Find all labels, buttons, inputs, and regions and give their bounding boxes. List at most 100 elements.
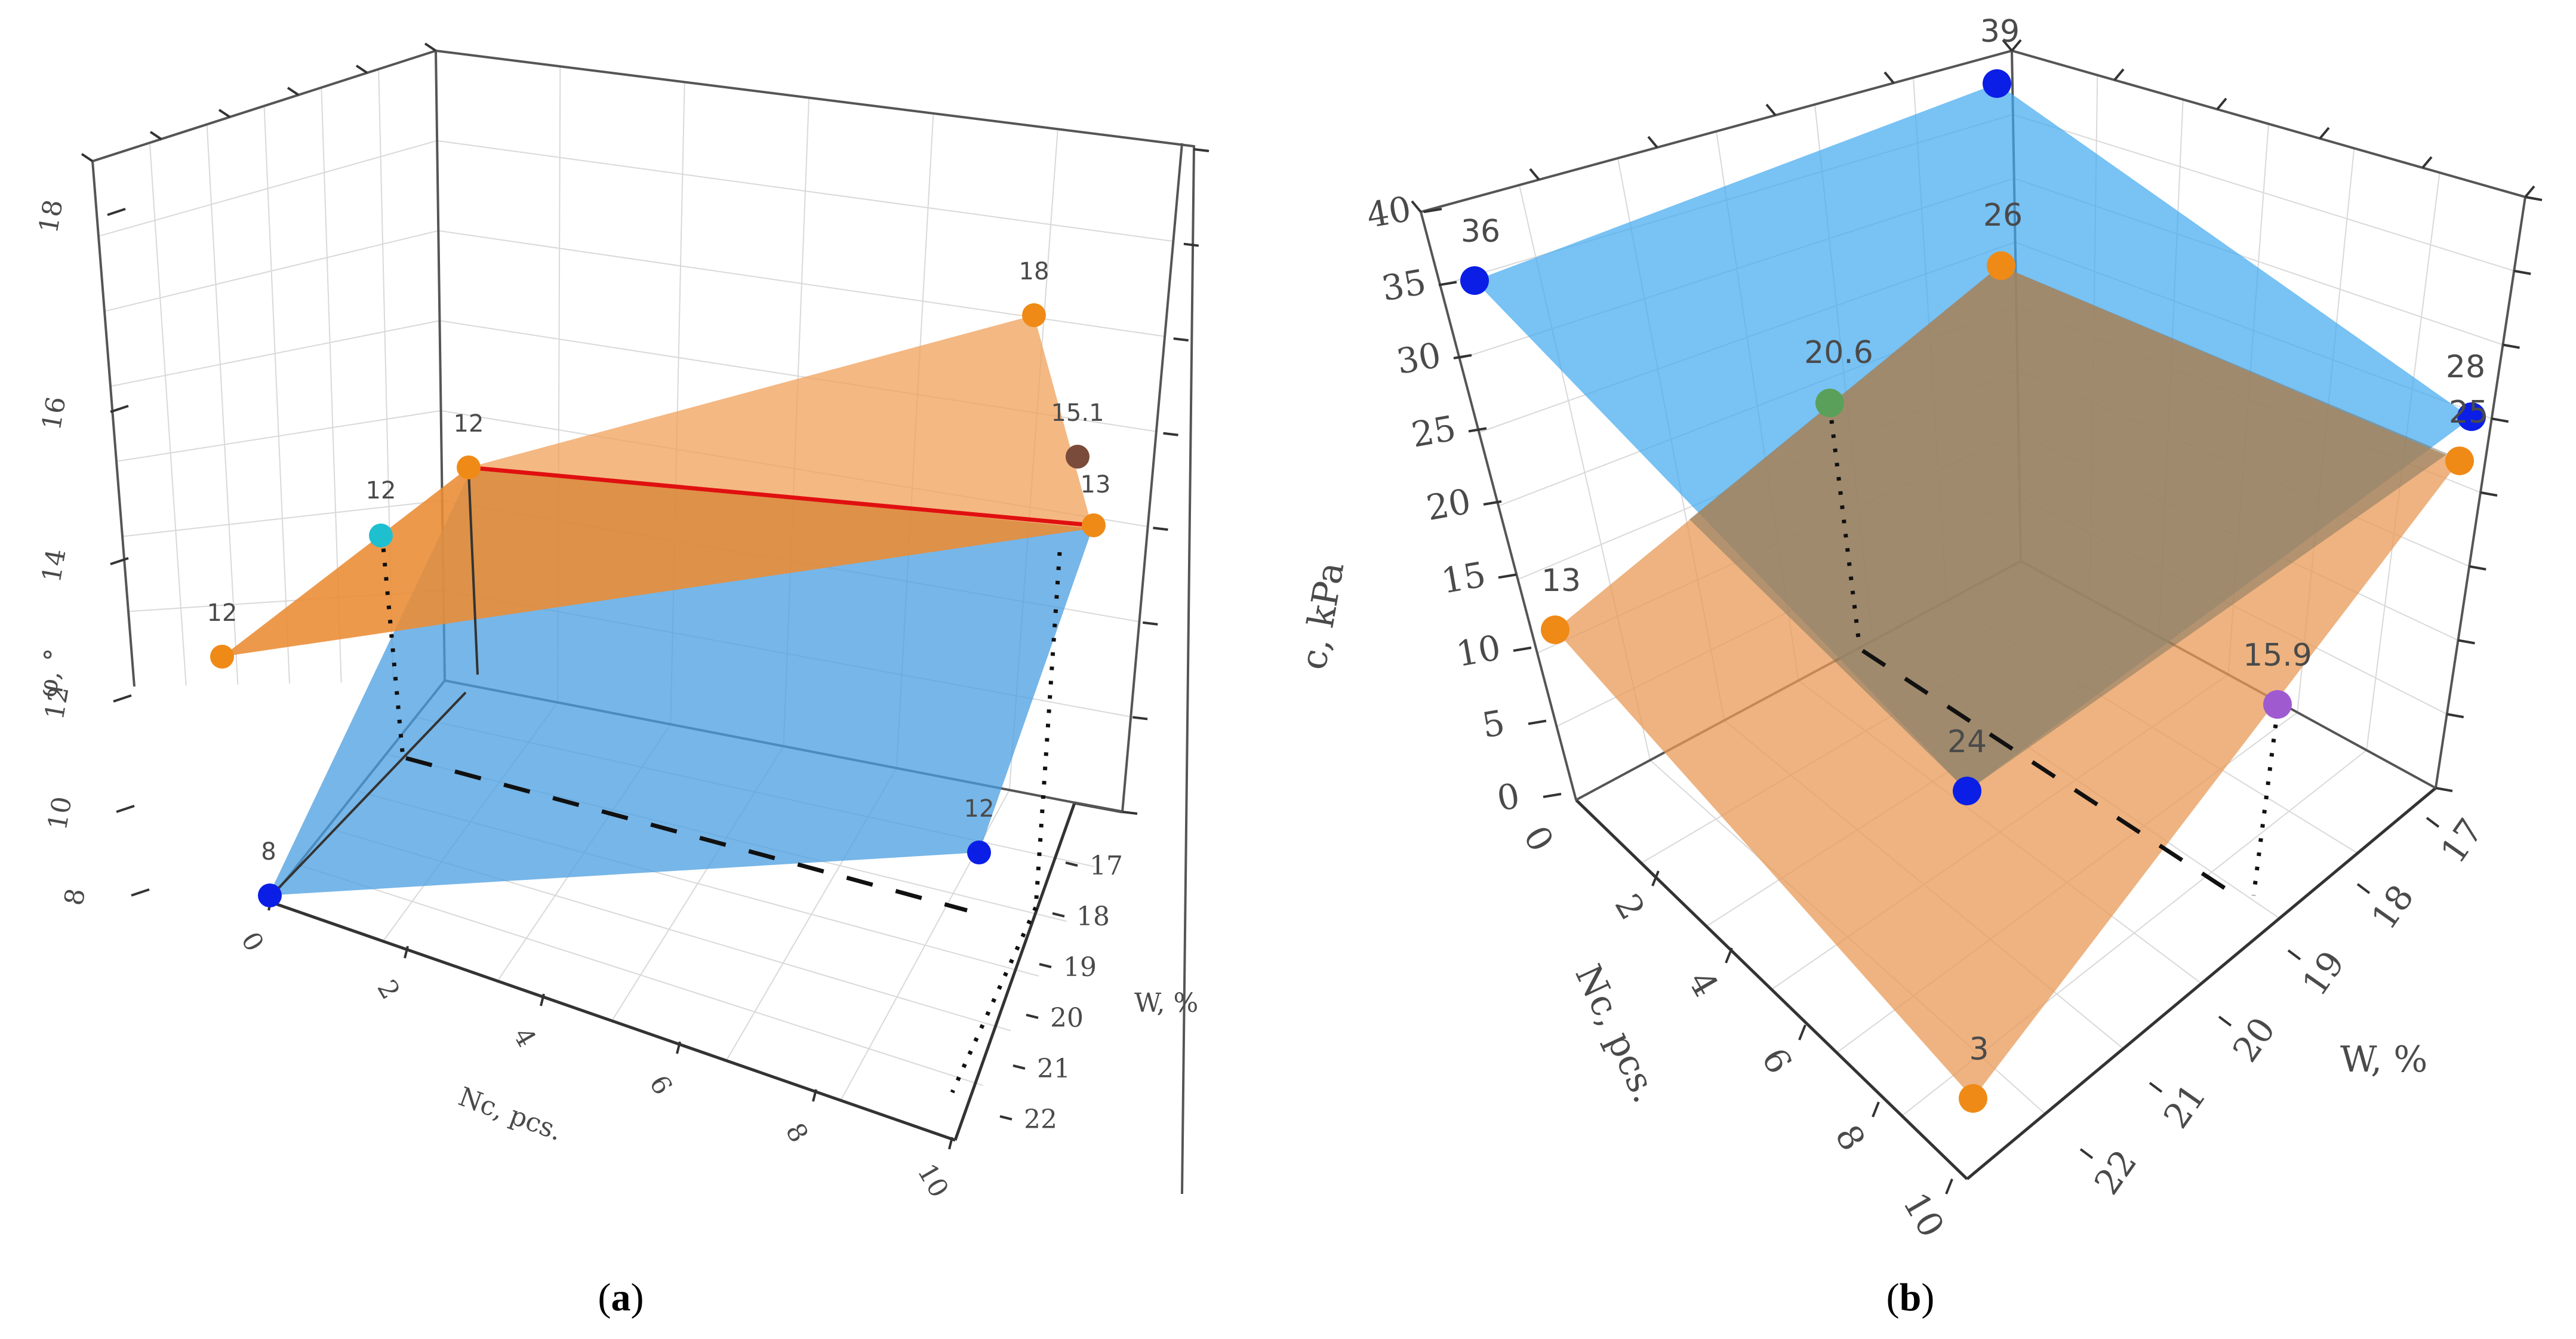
panel-a-planes	[222, 315, 1093, 900]
z-tick-label: 40	[1364, 188, 1414, 236]
data-point	[1815, 389, 1844, 417]
data-point	[210, 645, 234, 669]
y-tick-label: 19	[2294, 944, 2353, 1003]
data-point	[1987, 251, 2015, 280]
guide-dashed-1	[1861, 649, 2228, 891]
panel-a-guides	[380, 534, 1062, 1094]
z-tick-label: 12	[39, 684, 75, 722]
z-tick-label: 8	[59, 886, 91, 907]
z-tick-label: 18	[33, 197, 69, 235]
data-point-label: 12	[366, 477, 396, 504]
data-point-label: 12	[454, 410, 484, 438]
data-point-label: 13	[1541, 563, 1581, 599]
z-tick-label: 14	[36, 546, 72, 584]
data-point	[2457, 402, 2486, 431]
data-point	[1541, 615, 1569, 644]
y-tick-label: 20	[2225, 1010, 2283, 1069]
panel-a-xlabel: Nc, pcs.	[454, 1082, 566, 1147]
y-tick-label: 20	[1050, 1003, 1084, 1033]
data-point	[2445, 447, 2474, 475]
data-point	[369, 524, 393, 547]
x-tick-label: 10	[911, 1159, 954, 1203]
plane-orange	[1555, 266, 2460, 1098]
z-tick-label: 30	[1393, 334, 1444, 382]
floor-edge	[267, 691, 467, 900]
vertical-edge	[467, 471, 479, 675]
intersection-line	[468, 465, 1093, 528]
panel-b-guides	[1827, 405, 2280, 896]
y-tick-label: 18	[1076, 901, 1110, 932]
data-point-label: 26	[1983, 198, 2023, 233]
data-point-label: 3	[1969, 1032, 1989, 1067]
z-tick-label: 10	[42, 794, 78, 832]
data-point	[967, 841, 991, 864]
panel-a: 8 10 12 14 16 18 0 2 4 6 8 10 17 18 19 20 21 22 8 12 12 12 12…	[32, 42, 1209, 1319]
z-tick-label: 16	[36, 394, 72, 432]
y-tick-label: 18	[2363, 878, 2422, 937]
data-point	[1460, 266, 1489, 295]
guide-dotted-2	[2251, 710, 2280, 896]
x-tick-label: 8	[1827, 1118, 1873, 1158]
data-point-label: 12	[207, 599, 238, 627]
data-point-label: 18	[1019, 258, 1050, 285]
y-tick-label: 17	[1090, 851, 1123, 881]
panel-a-ylabel: W, %	[1134, 988, 1198, 1018]
plane-orange-lower	[222, 467, 1092, 657]
panel-b-ylabel: W, %	[2340, 1039, 2427, 1081]
panel-b-letter: b	[1900, 1276, 1922, 1319]
y-tick-label: 19	[1063, 952, 1097, 983]
x-tick-label: 4	[507, 1023, 541, 1052]
panel-a-points: 8 12 12 12 12 18 15.1 13	[207, 258, 1111, 907]
guide-dotted-3	[950, 906, 1038, 1094]
data-point	[1983, 69, 2011, 98]
data-point	[1022, 303, 1046, 327]
y-tick-label: 22	[2086, 1143, 2145, 1202]
y-tick-label: 21	[2156, 1076, 2214, 1135]
z-tick-label: 35	[1378, 261, 1429, 309]
panel-b-xlabel: Nc, pcs.	[1566, 958, 1666, 1109]
x-tick-label: 4	[1681, 964, 1726, 1004]
y-tick-label: 21	[1037, 1054, 1070, 1084]
x-tick-label: 6	[643, 1070, 678, 1100]
x-tick-label: 6	[1754, 1041, 1800, 1081]
x-tick-label: 2	[371, 975, 405, 1005]
guide-dotted-1	[380, 534, 405, 759]
data-point-label: 13	[1081, 471, 1111, 498]
x-tick-label: 0	[1516, 819, 1562, 858]
data-point	[457, 455, 481, 479]
data-point	[1953, 777, 1981, 805]
data-point-label: 36	[1461, 214, 1500, 250]
data-point	[2263, 690, 2292, 719]
z-tick-label: 10	[1453, 627, 1503, 675]
y-tick-label: 22	[1024, 1104, 1057, 1135]
panel-b-points: 39 36 28 24 26 13 2 5 3 20.6 15.9	[1460, 14, 2488, 1113]
panel-b-zlabel: c, kPa	[1292, 559, 1352, 673]
z-tick-label: 25	[1408, 408, 1458, 455]
guide-dotted-1	[1827, 405, 1862, 648]
data-point-label: 28	[2446, 349, 2485, 385]
x-tick-label: 0	[235, 927, 269, 957]
data-point-label: 8	[261, 838, 276, 866]
panel-a-label: (a)	[598, 1276, 644, 1319]
data-point-label: 15.9	[2243, 638, 2312, 673]
data-point-label: 39	[1980, 14, 2020, 50]
panel-b-planes	[1475, 84, 2472, 1098]
panel-a-letter: a	[611, 1276, 631, 1319]
guide-dotted-2	[1033, 552, 1062, 908]
y-tick-label: 17	[2433, 811, 2491, 870]
data-point-label: 15.1	[1051, 399, 1104, 427]
data-point	[1066, 445, 1090, 469]
z-tick-label: 20	[1423, 481, 1473, 528]
data-point-label: 20.6	[1804, 335, 1873, 371]
x-tick-label: 10	[1895, 1186, 1952, 1244]
panel-b-label: (b)	[1886, 1276, 1935, 1319]
x-tick-label: 2	[1607, 887, 1653, 926]
panel-a-ticks: 8 10 12 14 16 18 0 2 4 6 8 10 17 18 19 20 21 22	[33, 42, 1209, 1203]
z-tick-label: 15	[1438, 554, 1488, 602]
data-point	[1959, 1084, 1987, 1113]
data-point-label: 24	[1947, 724, 1987, 760]
z-tick-label: 5	[1479, 702, 1507, 746]
data-point	[1082, 513, 1106, 537]
